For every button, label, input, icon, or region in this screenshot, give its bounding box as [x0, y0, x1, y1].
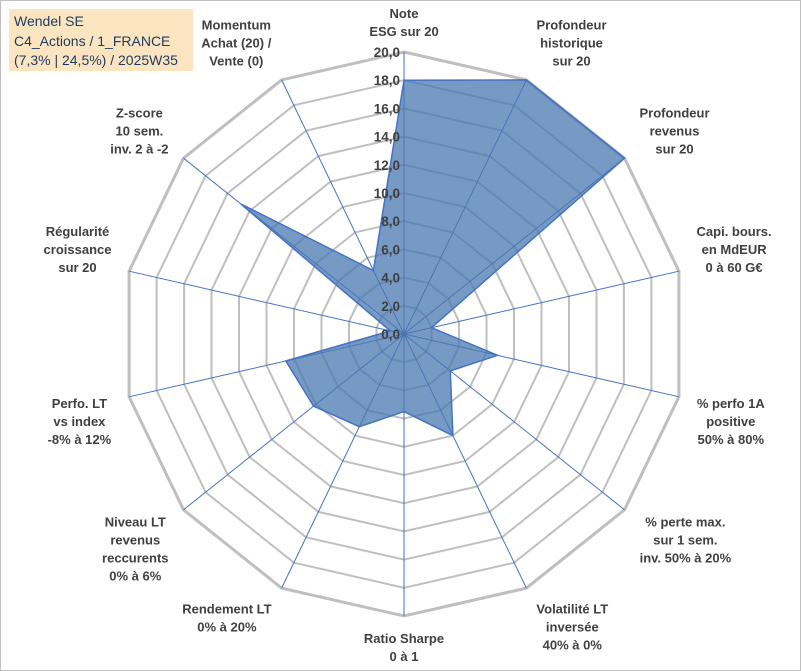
axis-spoke [403, 270, 680, 335]
axis-label-line: -8% à 12% [48, 432, 112, 447]
axis-label: Volatilité LT inversée 40% à 0% [536, 602, 608, 653]
tick-label: 8,0 [381, 214, 400, 229]
axis-label: Momentum Achat (20) / Vente (0) [201, 17, 271, 68]
axis-label-line: Volatilité LT [536, 602, 608, 617]
axis-label-line: 0% à 6% [109, 569, 161, 584]
axis-label-line: Capi. bours. [697, 224, 772, 239]
tick-label: 10,0 [374, 186, 400, 201]
chart-title-box: Wendel SE C4_Actions / 1_FRANCE (7,3% | … [9, 9, 193, 71]
axis-label: Régularité croissance sur 20 [44, 224, 112, 275]
axis-label-line: Profondeur [536, 17, 606, 32]
axis-label: Note ESG sur 20 [369, 6, 438, 39]
axis-label: Rendement LT 0% à 20% [182, 602, 271, 635]
axis-label-line: ESG sur 20 [369, 24, 438, 39]
tick-label: 6,0 [381, 242, 400, 257]
tick-label: 12,0 [374, 158, 400, 173]
axis-label-line: inv. 2 à -2 [110, 141, 168, 156]
axis-label: Niveau LT revenus reccurents 0% à 6% [102, 515, 168, 584]
axis-label-line: 10 sem. [116, 123, 164, 138]
axis-label-line: 40% à 0% [543, 638, 603, 653]
axis-label-line: % perfo 1A [697, 396, 766, 411]
axis-label: Profondeur historique sur 20 [536, 17, 606, 68]
axis-label: Ratio Sharpe 0 à 1 [364, 631, 444, 664]
axis-label-line: Perfo. LT [52, 396, 107, 411]
axis-label-line: 50% à 80% [698, 432, 765, 447]
axis-label-line: revenus [650, 123, 700, 138]
axis-label-line: Achat (20) / [201, 35, 271, 50]
axis-spoke [128, 270, 405, 335]
tick-label: 14,0 [374, 130, 400, 145]
axis-label: % perte max. sur 1 sem. inv. 50% à 20% [640, 515, 732, 566]
tick-label: 20,0 [374, 45, 400, 60]
axis-label-line: Note [390, 6, 419, 21]
axis-label-line: % perte max. [645, 515, 725, 530]
axis-label-line: Momentum [202, 17, 271, 32]
axis-label-line: vs index [53, 414, 106, 429]
axis-label-line: Vente (0) [209, 53, 263, 68]
tick-label: 0,0 [381, 327, 400, 342]
axis-label-line: Z-score [116, 105, 163, 120]
axis-label-line: inversée [546, 620, 599, 635]
axis-label-line: Profondeur [639, 105, 709, 120]
axis-label: % perfo 1A positive 50% à 80% [697, 396, 766, 447]
tick-label: 16,0 [374, 101, 400, 116]
axis-label-line: Régularité [46, 224, 110, 239]
axis-label-line: 0 à 60 G€ [706, 260, 763, 275]
axis-label-line: sur 1 sem. [653, 533, 717, 548]
axis-label: Z-score 10 sem. inv. 2 à -2 [110, 105, 168, 156]
axis-label-line: sur 20 [552, 53, 590, 68]
axis-label-line: reccurents [102, 551, 168, 566]
axis-label-line: positive [706, 414, 755, 429]
title-category: C4_Actions / 1_FRANCE [14, 32, 171, 49]
axis-label-line: 0% à 20% [197, 620, 257, 635]
axis-label-line: 0 à 1 [390, 649, 419, 664]
series-area [240, 79, 626, 437]
axis-label-line: sur 20 [58, 260, 96, 275]
tick-label: 18,0 [374, 73, 400, 88]
title-stats: (7,3% | 24,5%) / 2025W35 [14, 52, 178, 68]
tick-label: 4,0 [381, 271, 400, 286]
axis-label-line: Niveau LT [105, 515, 166, 530]
axis-label-line: inv. 50% à 20% [640, 551, 732, 566]
axis-label-line: Rendement LT [182, 602, 271, 617]
tick-label: 2,0 [381, 299, 400, 314]
title-company: Wendel SE [14, 13, 84, 29]
axis-label: Capi. bours. en MdEUR 0 à 60 G€ [697, 224, 772, 275]
axis-label: Profondeur revenus sur 20 [639, 105, 709, 156]
axis-label: Perfo. LT vs index -8% à 12% [48, 396, 112, 447]
axis-label-line: Ratio Sharpe [364, 631, 444, 646]
axis-label-line: en MdEUR [702, 242, 768, 257]
axis-label-line: croissance [44, 242, 112, 257]
axis-label-line: historique [540, 35, 603, 50]
axis-label-line: revenus [110, 533, 160, 548]
axis-label-line: sur 20 [655, 141, 693, 156]
